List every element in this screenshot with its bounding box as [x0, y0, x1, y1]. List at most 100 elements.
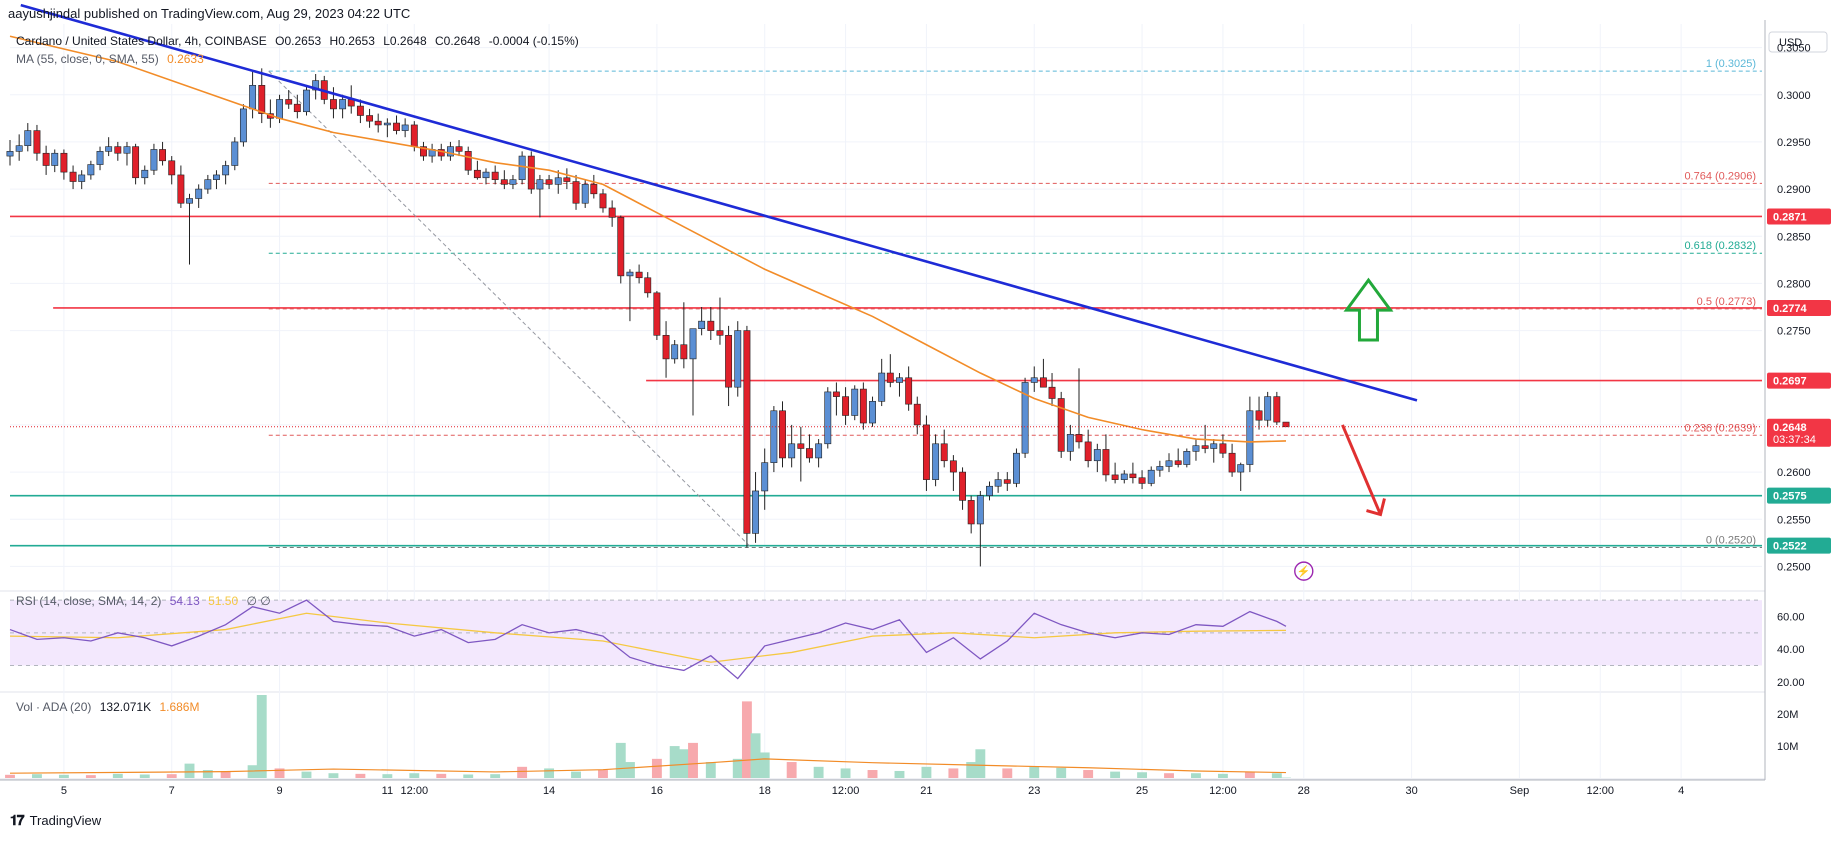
candle-body — [887, 373, 893, 382]
time-tick-label: 9 — [276, 785, 282, 797]
volume-bar — [113, 774, 123, 778]
price-tick-label: 0.2850 — [1777, 231, 1811, 243]
candle-body — [941, 444, 947, 461]
volume-bar — [895, 771, 905, 778]
candle-body — [725, 335, 731, 387]
candle-body — [663, 335, 669, 359]
ma-label: MA (55, close, 0, SMA, 55) — [16, 52, 159, 66]
candle-body — [142, 170, 148, 178]
volume-bar — [751, 733, 761, 778]
candle-body — [1193, 446, 1199, 452]
volume-bar — [841, 768, 851, 778]
candle-body — [923, 425, 929, 480]
ohlc-open: O0.2653 — [275, 34, 321, 48]
volume-bar — [760, 752, 770, 778]
candle-body — [1148, 470, 1154, 483]
candle-body — [88, 165, 94, 175]
time-tick-label: 4 — [1678, 785, 1684, 797]
symbol-legend: Cardano / United States Dollar, 4h, COIN… — [16, 34, 584, 48]
volume-bar — [221, 772, 231, 778]
candle-body — [627, 272, 633, 276]
time-tick-label: 18 — [759, 785, 771, 797]
candle-body — [1094, 449, 1100, 460]
candle-body — [591, 184, 597, 193]
candle-body — [222, 166, 228, 175]
candle-body — [1103, 449, 1109, 474]
volume-legend[interactable]: Vol · ADA (20) 132.071K 1.686M — [16, 700, 204, 714]
candle-body — [752, 491, 758, 533]
volume-tick-label: 10M — [1777, 741, 1798, 753]
volume-bar — [32, 774, 42, 778]
candle-body — [879, 373, 885, 401]
rsi-extra: ∅ ∅ — [246, 594, 270, 608]
candle-body — [375, 121, 381, 125]
volume-bar — [544, 768, 554, 778]
candle-body — [528, 156, 534, 189]
rsi-legend[interactable]: RSI (14, close, SMA, 14, 2) 54.13 51.50 … — [16, 594, 276, 608]
candle-body — [339, 99, 345, 108]
volume-bar — [257, 695, 267, 778]
candle-body — [618, 217, 624, 275]
volume-bar — [948, 768, 958, 778]
time-tick-label: 28 — [1298, 785, 1310, 797]
rsi-tick-label: 20.00 — [1777, 677, 1805, 689]
ma-legend[interactable]: MA (55, close, 0, SMA, 55) 0.2633 — [16, 52, 209, 66]
candle-body — [232, 142, 238, 166]
volume-bar — [571, 772, 581, 778]
candle-body — [1013, 453, 1019, 483]
fib-level-label: 1 (0.3025) — [1706, 58, 1756, 70]
candle-body — [205, 180, 211, 189]
tradingview-footer[interactable]: 𝟏𝟕 TradingView — [10, 812, 101, 829]
candle-body — [977, 496, 983, 524]
candle-body — [169, 161, 175, 175]
volume-bar — [688, 743, 698, 778]
candle-body — [1085, 442, 1091, 461]
candle-body — [447, 147, 453, 156]
candle-body — [411, 125, 417, 147]
candle-body — [1247, 411, 1253, 465]
time-tick-label: Sep — [1510, 785, 1530, 797]
candle-body — [124, 147, 130, 154]
candle-body — [1175, 461, 1181, 465]
candle-body — [735, 331, 741, 388]
candle-body — [1274, 397, 1280, 422]
time-tick-label: 12:00 — [1209, 785, 1237, 797]
candle-body — [717, 331, 723, 336]
price-badge-label: 0.2522 — [1773, 541, 1807, 553]
candle-body — [698, 321, 704, 329]
candle-body — [510, 180, 516, 185]
volume-bar — [86, 775, 96, 778]
candle-body — [151, 149, 157, 170]
candle-body — [384, 123, 390, 125]
price-tick-label: 0.2800 — [1777, 278, 1811, 290]
candle-body — [294, 104, 300, 112]
candle-body — [582, 184, 588, 203]
candle-body — [79, 175, 85, 182]
symbol-name[interactable]: Cardano / United States Dollar, 4h, COIN… — [16, 34, 267, 48]
price-badge-countdown: 03:37:34 — [1773, 434, 1816, 446]
volume-bar — [302, 772, 312, 778]
price-tick-label: 0.2500 — [1777, 561, 1811, 573]
candle-body — [132, 147, 138, 178]
candle-body — [573, 182, 579, 204]
candle-body — [546, 180, 552, 185]
candle-body — [914, 404, 920, 425]
candle-body — [537, 180, 543, 189]
candle-body — [43, 153, 49, 165]
volume-bar — [868, 770, 878, 778]
price-badge: 0.2697 — [1767, 373, 1831, 389]
candle-body — [779, 411, 785, 458]
volume-bar — [5, 775, 15, 778]
volume-bar — [1191, 773, 1201, 778]
price-badge-label: 0.2575 — [1773, 491, 1807, 503]
candle-body — [600, 194, 606, 208]
volume-bar — [1137, 772, 1147, 778]
volume-bar — [436, 774, 446, 778]
volume-bar — [670, 746, 680, 778]
time-tick-label: 21 — [920, 785, 932, 797]
candle-body — [249, 85, 255, 109]
candle-body — [806, 449, 812, 458]
volume-bar — [517, 767, 527, 778]
